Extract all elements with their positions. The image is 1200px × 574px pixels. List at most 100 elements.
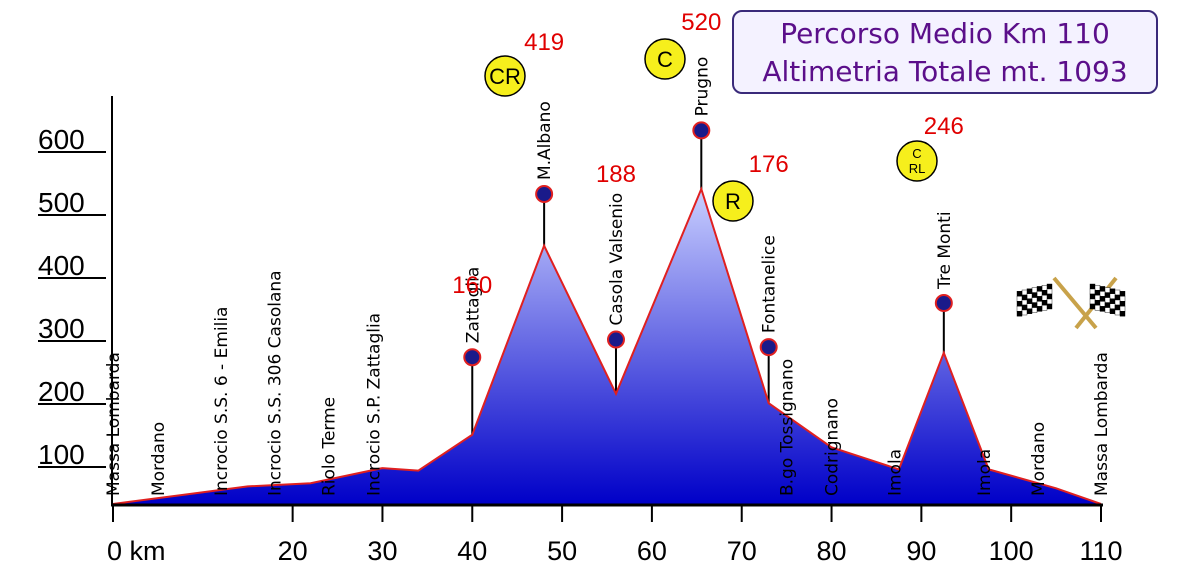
- flag-right-cell: [1119, 306, 1126, 312]
- flag-left-cell: [1016, 296, 1023, 302]
- flag-left: [1016, 283, 1053, 317]
- flag-right-cell: [1114, 309, 1121, 316]
- marker-dot-6: [463, 348, 482, 367]
- altitude-label-176: 176: [749, 151, 789, 178]
- flag-right-cell: [1089, 293, 1096, 300]
- y-tick-label-300: 300: [38, 313, 85, 344]
- flag-left-cell: [1041, 305, 1048, 311]
- badge-text-0: CR: [489, 64, 521, 89]
- y-tick-label-400: 400: [38, 250, 85, 281]
- marker-dot-10: [759, 338, 778, 357]
- location-label-13: Imola: [885, 449, 905, 496]
- badge-text-2: R: [725, 189, 741, 214]
- marker-dot-8: [606, 330, 625, 349]
- flag-right-cell: [1099, 306, 1106, 312]
- location-label-14: Tre Monti: [935, 211, 955, 290]
- flag-pole-2: [1052, 276, 1098, 330]
- title-line-1: Percorso Medio Km 110: [780, 17, 1110, 50]
- location-label-8: Casola Valsenio: [607, 193, 627, 326]
- flag-left-cell: [1021, 299, 1028, 306]
- flag-right-cell: [1114, 299, 1121, 306]
- badge-text-3-a: C: [912, 146, 921, 161]
- altitude-label-520: 520: [681, 9, 721, 36]
- location-label-6: Zattaglia: [463, 267, 483, 343]
- flag-right-cell: [1094, 285, 1101, 291]
- flag-left-cell: [1031, 302, 1038, 308]
- x-tick-label-60: 60: [637, 536, 667, 566]
- flag-right-cell: [1089, 303, 1096, 310]
- marker-dot-7: [535, 185, 554, 204]
- location-label-15: Imola: [975, 449, 995, 496]
- flag-left-cell: [1026, 308, 1033, 314]
- flag-right-cell: [1089, 288, 1096, 295]
- flag-left-cell: [1031, 297, 1038, 303]
- location-label-2: Incrocio S.S. 6 - Emilia: [212, 307, 232, 496]
- flag-right-cell: [1114, 289, 1121, 296]
- flag-left-cell: [1031, 292, 1038, 298]
- location-label-5: Incrocio S.P. Zattaglia: [364, 313, 384, 496]
- flag-right-cell: [1119, 311, 1126, 317]
- flag-right-cell: [1119, 296, 1126, 302]
- x-tick-label-80: 80: [817, 536, 847, 566]
- x-tick-label-40: 40: [457, 536, 487, 566]
- flag-left-cell: [1021, 294, 1028, 301]
- flag-left-cell: [1031, 287, 1038, 293]
- x-tick-label-20: 20: [278, 536, 308, 566]
- flag-right-cell: [1109, 288, 1116, 294]
- flag-left-cell: [1046, 288, 1053, 295]
- flag-right-cell: [1104, 297, 1111, 303]
- altitude-label-246: 246: [924, 113, 964, 140]
- badge-2: [712, 180, 754, 222]
- flag-left-cell: [1016, 291, 1023, 297]
- badge-text-3-b: RL: [909, 161, 926, 176]
- flag-right-cell: [1114, 304, 1121, 311]
- flag-right-cell: [1119, 291, 1126, 297]
- title-box: Percorso Medio Km 110 Altimetria Totale …: [732, 10, 1158, 94]
- location-label-1: Mordano: [149, 422, 169, 496]
- flag-right-cell: [1099, 296, 1106, 302]
- altitude-label-188: 188: [596, 161, 636, 188]
- flag-left-cell: [1046, 283, 1053, 290]
- flag-right-cell: [1104, 302, 1111, 308]
- location-label-4: Riolo Terme: [320, 397, 340, 496]
- flag-left-cell: [1041, 285, 1048, 291]
- location-label-12: Codrignano: [823, 398, 843, 496]
- flag-right-cell: [1089, 283, 1096, 290]
- flag-left-cell: [1031, 307, 1038, 313]
- flag-left-cell: [1041, 295, 1048, 301]
- flag-right-cell: [1109, 308, 1116, 314]
- flag-left-cell: [1021, 289, 1028, 296]
- location-label-7: M.Albano: [535, 101, 555, 180]
- elevation-area: [113, 189, 1101, 504]
- flag-left-cell: [1041, 300, 1048, 306]
- flag-right-cell: [1104, 287, 1111, 293]
- flag-right-cell: [1099, 301, 1106, 307]
- x-tick-label-50: 50: [547, 536, 577, 566]
- flag-right-cell: [1104, 292, 1111, 298]
- altitude-label-160: 160: [452, 272, 492, 299]
- flag-right-cell: [1114, 294, 1121, 301]
- flag-left-cell: [1036, 306, 1043, 312]
- location-label-10: Fontanelice: [760, 235, 780, 333]
- flag-left-cell: [1036, 291, 1043, 297]
- y-tick-label-500: 500: [38, 187, 85, 218]
- x-tick-label-110: 110: [1079, 536, 1122, 566]
- flag-right-cell: [1099, 286, 1106, 292]
- flag-right-cell: [1089, 298, 1096, 305]
- badge-3: [896, 140, 938, 182]
- y-tick-label-600: 600: [38, 124, 85, 155]
- flag-right-cell: [1094, 305, 1101, 311]
- flag-left-cell: [1026, 303, 1033, 309]
- flag-right-cell: [1109, 293, 1116, 299]
- flag-left-cell: [1026, 298, 1033, 304]
- location-label-11: B.go Tossignano: [778, 359, 798, 496]
- flag-left-cell: [1021, 304, 1028, 311]
- flag-right-cell: [1109, 298, 1116, 304]
- flag-right: [1089, 283, 1126, 317]
- flag-right-cell: [1109, 303, 1116, 309]
- location-label-17: Massa Lombarda: [1092, 352, 1112, 496]
- flag-left-cell: [1021, 309, 1028, 316]
- flag-right-cell: [1094, 290, 1101, 296]
- flag-right-cell: [1094, 300, 1101, 306]
- marker-dot-9: [692, 121, 711, 140]
